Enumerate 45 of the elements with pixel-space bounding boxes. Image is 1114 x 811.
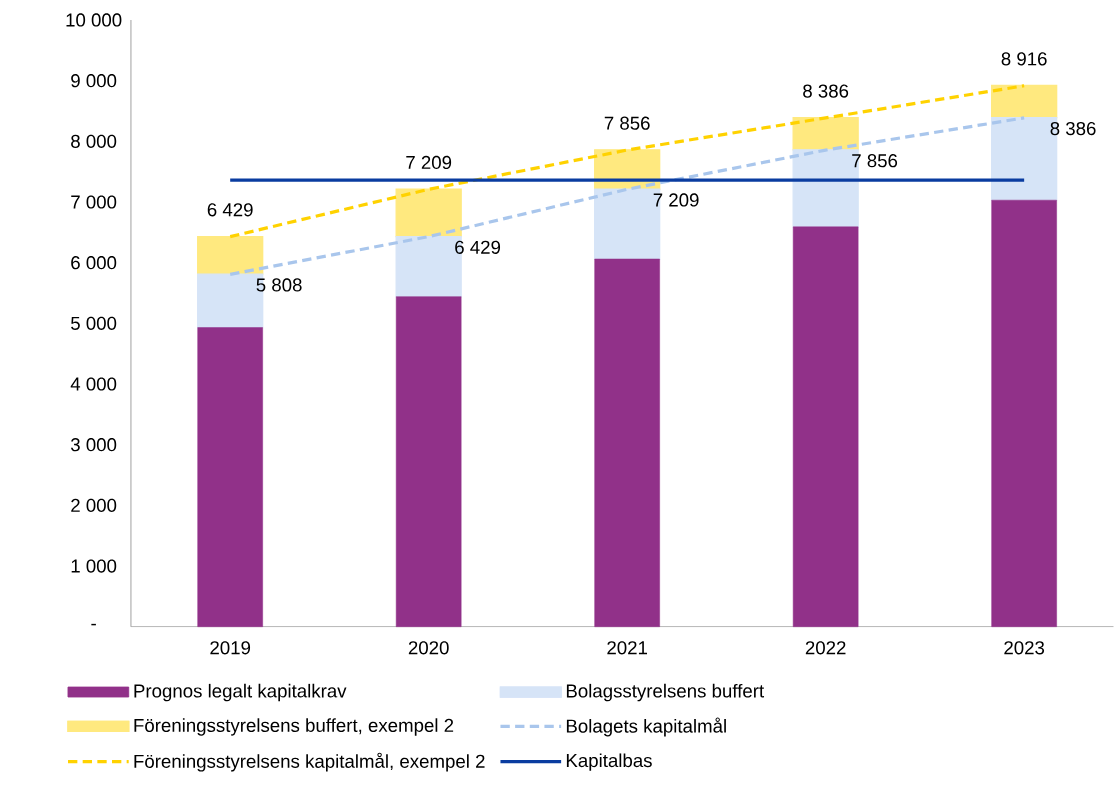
bar [991,200,1057,628]
legend-label: Bolagets kapitalmål [566,717,726,737]
bar [395,236,462,298]
y-tick-label: 7 000 [71,195,117,209]
bar [197,327,263,628]
y-tick-label: - [91,624,96,626]
bar [792,149,859,228]
bar [594,258,660,628]
data-label: 6 429 [455,240,501,255]
y-tick-label: 5 000 [71,316,117,331]
data-label: 5 808 [256,278,302,292]
bar [395,296,462,628]
y-tick-label: 6 000 [71,256,117,270]
bar [991,85,1058,119]
bar [197,236,264,276]
y-tick-label: 2 000 [71,498,117,513]
legend-label: Kapitalbas [566,753,652,772]
y-tick-label: 3 000 [70,438,117,452]
data-label: 6 429 [207,203,253,217]
legend-label: Prognos legalt kapitalkrav [134,684,347,702]
x-tick-label: 2022 [805,641,846,655]
data-label: 7 856 [852,154,898,168]
data-label: 8 916 [1001,52,1047,66]
y-tick-label: 1 000 [71,559,117,573]
legend-label: Föreningsstyrelsens kapitalmål, exempel 2 [134,752,485,772]
y-tick-label: 9 000 [71,74,117,88]
x-tick-label: 2020 [408,641,449,655]
bar [395,188,462,238]
data-label: 8 386 [803,84,849,98]
bar [197,273,264,329]
legend-label: Föreningsstyrelsens buffert, exempel 2 [134,718,454,736]
x-tick-label: 2023 [1004,641,1045,655]
data-label: 7 209 [653,193,699,207]
data-label: 8 386 [1050,122,1096,136]
bar [991,117,1058,202]
data-label: 7 209 [406,156,452,170]
data-label: 7 856 [604,116,650,130]
bar [792,226,859,628]
x-tick-label: 2021 [607,641,647,655]
x-tick-label: 2019 [210,641,251,655]
y-tick-label: 8 000 [71,134,117,149]
y-tick-label: 4 000 [70,377,117,391]
legend-label: Bolagsstyrelsens buffert [566,684,765,702]
y-tick-label: 10 000 [66,13,122,27]
bar [594,188,661,260]
